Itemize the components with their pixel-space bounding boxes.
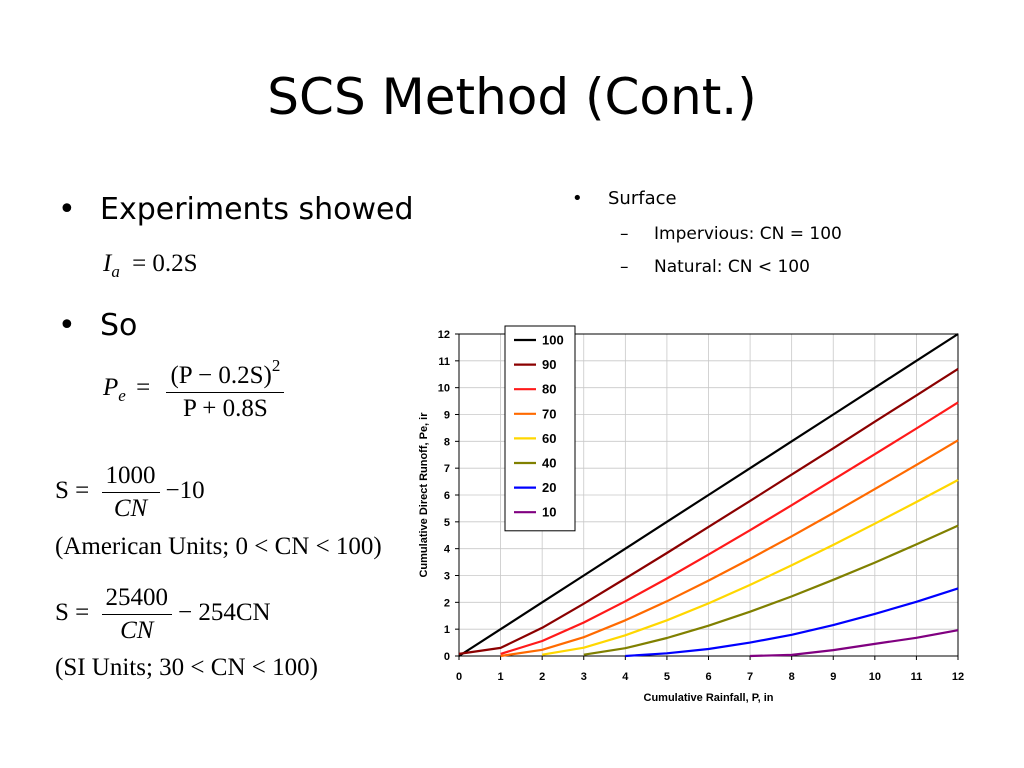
eq-s-si-tail: − 254CN (178, 599, 271, 627)
bullet-dot-icon: • (58, 192, 76, 227)
bullet-so-text: So (100, 308, 138, 343)
x-tick-label: 11 (911, 671, 923, 683)
side-bullet-dot-icon: • (572, 188, 583, 209)
x-tick-label: 10 (869, 671, 881, 683)
x-tick-label: 6 (705, 671, 711, 683)
series-line-90 (458, 367, 959, 655)
side-sub-natural: – Natural: CN < 100 (620, 256, 810, 278)
legend-box (504, 325, 576, 532)
eq-s-us-tail: −10 (165, 477, 205, 505)
x-tick-label: 12 (952, 671, 964, 683)
y-tick-label: 4 (444, 544, 451, 556)
eq-s-si-denominator: CN (120, 617, 154, 644)
eq-ia-sub: a (111, 262, 120, 281)
equation-ia: Ia = 0.2S (103, 250, 198, 282)
eq-s-us-fraction: 1000 CN (101, 462, 160, 523)
eq-pe-lhs: P (103, 374, 119, 402)
y-tick-label: 11 (438, 356, 450, 368)
series-line-100 (458, 333, 959, 657)
series-line-70 (500, 439, 959, 658)
x-tick-label: 0 (456, 671, 462, 683)
y-tick-label: 6 (444, 490, 450, 502)
y-tick-label: 12 (438, 329, 450, 341)
bullet-dot-icon: • (58, 308, 76, 343)
bullet-experiments: • Experiments showed (58, 192, 414, 228)
equation-s-american-note: (American Units; 0 < CN < 100) (55, 533, 382, 560)
eq-s-si-fraction: 25400 CN (101, 584, 173, 645)
side-sub-impervious: – Impervious: CN = 100 (620, 223, 842, 245)
series-line-10 (750, 629, 959, 658)
legend-label-90: 90 (542, 357, 556, 372)
x-tick-label: 7 (747, 671, 753, 683)
x-axis-label: Cumulative Rainfall, P, in (644, 692, 774, 704)
eq-ia-lhs: I (103, 250, 112, 277)
side-bullet-surface: • Surface (572, 188, 677, 210)
bullet-experiments-text: Experiments showed (100, 192, 414, 227)
y-tick-label: 1 (444, 624, 450, 636)
eq-s-si-numerator: 25400 (101, 584, 173, 615)
x-tick-label: 3 (581, 671, 587, 683)
y-tick-label: 2 (444, 597, 450, 609)
eq-s-si-lhs: S = (55, 599, 90, 627)
side-sub-natural-text: Natural: CN < 100 (654, 257, 810, 277)
series-line-40 (583, 524, 959, 656)
equation-s-si-note: (SI Units; 30 < CN < 100) (55, 654, 318, 681)
equation-s-american: S = 1000 CN −10 (55, 462, 205, 523)
x-tick-label: 2 (539, 671, 545, 683)
eq-pe-denominator: P + 0.8S (183, 395, 268, 422)
bullet-so: • So (58, 308, 138, 344)
y-axis-label: Cumulative Direct Runoff, Pe, ir (418, 412, 430, 578)
legend-label-40: 40 (542, 456, 556, 471)
y-tick-label: 10 (438, 383, 450, 395)
eq-pe-exponent: 2 (271, 356, 281, 375)
x-tick-label: 8 (789, 671, 795, 683)
y-tick-label: 5 (444, 517, 450, 529)
side-bullet-text: Surface (608, 188, 677, 209)
x-tick-label: 9 (830, 671, 836, 683)
runoff-chart: 0 1 2 3 4 5 6 7 8 9 10 11 120123456789101112Cumulati… (418, 325, 964, 704)
y-tick-label: 9 (444, 410, 450, 422)
y-tick-label: 8 (444, 436, 450, 448)
legend-label-20: 20 (542, 480, 556, 495)
eq-s-us-lhs: S = (55, 477, 90, 505)
legend-label-10: 10 (542, 505, 556, 520)
dash-icon: – (620, 224, 629, 244)
eq-pe-sub: e (118, 386, 126, 406)
y-tick-label: 7 (444, 463, 450, 475)
side-sub-impervious-text: Impervious: CN = 100 (654, 224, 842, 244)
eq-pe-numerator: (P − 0.2S) (170, 362, 272, 389)
dash-icon: – (620, 257, 629, 277)
y-tick-label: 3 (444, 571, 450, 583)
equation-s-si: S = 25400 CN − 254CN (55, 584, 271, 645)
legend-label-70: 70 (542, 406, 556, 421)
eq-s-us-denominator: CN (113, 495, 148, 522)
eq-pe-fraction: (P − 0.2S)2 P + 0.8S (166, 356, 285, 423)
legend-label-100: 100 (542, 333, 564, 348)
series-line-20 (625, 587, 959, 658)
x-tick-label: 4 (622, 671, 629, 683)
series-line-80 (500, 401, 959, 655)
legend-label-60: 60 (542, 431, 556, 446)
legend-label-80: 80 (542, 382, 556, 397)
series-line-60 (542, 479, 959, 656)
x-tick-label: 5 (664, 671, 670, 683)
x-tick-label: 1 (498, 671, 504, 683)
slide-title: SCS Method (Cont.) (267, 68, 757, 126)
y-tick-label: 0 (444, 651, 450, 663)
eq-s-us-numerator: 1000 (101, 462, 160, 493)
equation-pe: Pe = (P − 0.2S)2 P + 0.8S (103, 356, 290, 423)
eq-ia-rhs: = 0.2S (132, 250, 198, 277)
